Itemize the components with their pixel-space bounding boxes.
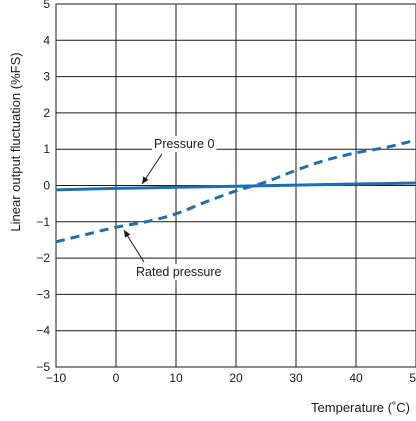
y-tick-label: −2: [36, 251, 50, 265]
annotation-label-bg: [134, 264, 224, 281]
y-tick-label: 1: [43, 142, 50, 156]
y-tick-label: −1: [36, 215, 50, 229]
x-tick-label: 30: [289, 371, 303, 385]
annotations: Pressure 0 Rated pressure: [123, 135, 224, 281]
annotation-label: Pressure 0: [154, 137, 214, 151]
annotation-label: Rated pressure: [136, 265, 222, 279]
x-tick-label: 20: [229, 371, 243, 385]
series-lines: [55, 138, 416, 244]
x-tick-label: 10: [169, 371, 183, 385]
x-tick-label: 50: [409, 371, 416, 385]
annotation-label-bg: [152, 135, 217, 152]
series-line-rated-pressure: [55, 138, 416, 244]
y-axis-title: Linear output fluctuation (%FS): [8, 52, 23, 231]
y-tick-label: 2: [43, 106, 50, 120]
annotation-arrowhead: [124, 230, 131, 238]
y-tick-label: −4: [36, 324, 50, 338]
y-tick-label: 4: [43, 33, 50, 47]
y-tick-label: 0: [43, 179, 50, 193]
annotation-arrowhead: [142, 176, 149, 184]
series-line-pressure-0: [55, 181, 416, 192]
y-tick-label: −5: [36, 360, 50, 374]
x-tick-label: 40: [349, 371, 363, 385]
y-tick-label: −3: [36, 287, 50, 301]
y-tick-label: 3: [43, 70, 50, 84]
x-tick-label: 0: [113, 371, 120, 385]
x-tick-label: −10: [46, 371, 67, 385]
x-axis-title: Temperature (˚C): [311, 400, 410, 415]
y-tick-label: 5: [43, 0, 50, 11]
